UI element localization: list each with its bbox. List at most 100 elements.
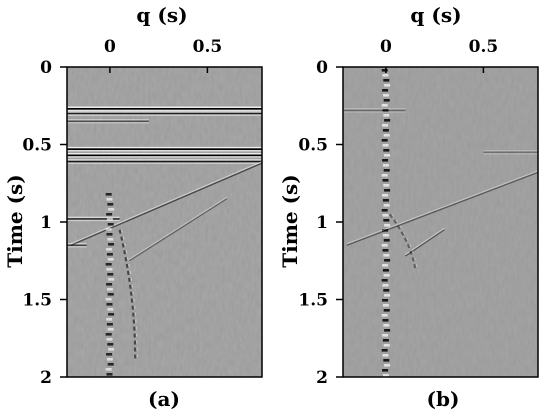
band-wavelet: [107, 343, 114, 346]
y-tick-label: 0.5: [298, 136, 328, 156]
band-wavelet: [107, 238, 114, 241]
band-wavelet: [382, 264, 389, 267]
panel-a: q (s) 0 0.5 00.511.52 Time (s) (a): [3, 3, 263, 411]
noise-texture: [67, 67, 262, 377]
curve-light-lobe: [121, 229, 138, 362]
band-wavelet: [382, 299, 389, 302]
panel-label: (a): [148, 387, 180, 411]
band-wavelet: [105, 228, 112, 231]
band-wavelet: [382, 269, 389, 272]
band-wavelet: [107, 328, 114, 331]
dip-dark-lobe: [346, 171, 539, 246]
x-tick-label: 0.5: [469, 37, 499, 57]
band-wavelet: [107, 308, 114, 311]
band-wavelet: [106, 233, 113, 236]
band-wavelet: [384, 329, 391, 332]
curve-dark-lobe: [388, 213, 417, 269]
y-tick-label: 0: [40, 58, 52, 78]
band-wavelet: [383, 134, 390, 137]
band-wavelet: [383, 219, 390, 222]
band-wavelet: [382, 229, 389, 232]
band-wavelet: [106, 353, 113, 356]
band-wavelet: [106, 303, 113, 306]
band-wavelet: [381, 174, 388, 177]
x-tick-labels: 0 0.5: [104, 37, 222, 57]
band-wavelet: [382, 234, 389, 237]
band-wavelet: [381, 139, 388, 142]
band-wavelet: [384, 294, 391, 297]
band-wavelet: [382, 124, 389, 127]
band-wavelet: [383, 254, 390, 257]
band-wavelet: [382, 319, 389, 322]
band-wavelet: [382, 249, 389, 252]
band-wavelet: [382, 354, 389, 357]
x-tick-labels: 0 0.5: [380, 37, 498, 57]
band-wavelet: [106, 248, 113, 251]
y-tick-label: 1: [40, 213, 52, 233]
y-tick-label: 2: [316, 368, 328, 388]
y-tick-label: 2: [40, 368, 52, 388]
band-wavelet: [381, 314, 388, 317]
band-wavelet: [106, 218, 113, 221]
band-wavelet: [106, 283, 113, 286]
y-tick-label: 1.5: [22, 291, 52, 311]
band-wavelet: [381, 279, 388, 282]
band-wavelet: [382, 284, 389, 287]
x-tick-label: 0: [380, 37, 392, 57]
band-wavelet: [106, 268, 113, 271]
band-wavelet: [105, 333, 112, 336]
band-wavelet: [384, 259, 391, 262]
band-wavelet: [383, 99, 390, 102]
y-axis-title: Time (s): [278, 174, 302, 268]
x-axis-title: q (s): [410, 3, 461, 27]
band-wavelet: [383, 289, 390, 292]
band-wavelet: [381, 69, 388, 72]
dip-dark-lobe: [129, 198, 228, 262]
seismic-events: [67, 106, 263, 376]
y-tick-label: 1: [316, 213, 328, 233]
band-wavelet: [383, 184, 390, 187]
dip-light-lobe: [129, 196, 228, 260]
curve-dark-lobe: [118, 229, 137, 362]
band-wavelet: [382, 334, 389, 337]
band-wavelet: [381, 349, 388, 352]
band-wavelet: [105, 193, 112, 196]
band-wavelet: [106, 288, 113, 291]
band-wavelet: [382, 369, 389, 372]
x-axis-title: q (s): [136, 3, 187, 27]
band-wavelet: [106, 253, 113, 256]
band-wavelet: [106, 358, 113, 361]
axis-ticks: [336, 66, 485, 378]
band-wavelet: [108, 348, 115, 351]
dip-light-lobe: [405, 227, 445, 256]
band-wavelet: [106, 338, 113, 341]
band-wavelet: [382, 214, 389, 217]
band-wavelet: [107, 293, 114, 296]
y-tick-labels: 0 0.5 1 1.5 2: [298, 58, 328, 388]
band-wavelet: [106, 318, 113, 321]
dip-dark-lobe: [70, 162, 263, 246]
band-wavelet: [382, 179, 389, 182]
band-wavelet: [382, 339, 389, 342]
band-wavelet: [107, 273, 114, 276]
band-wavelet: [383, 204, 390, 207]
axis-ticks: [60, 66, 209, 378]
band-wavelet: [383, 114, 390, 117]
band-wavelet: [382, 194, 389, 197]
dip-dark-lobe: [405, 229, 445, 257]
band-wavelet: [384, 84, 391, 87]
y-axis-title: Time (s): [3, 174, 27, 268]
band-wavelet: [382, 304, 389, 307]
band-wavelet: [383, 79, 390, 82]
band-wavelet: [106, 323, 113, 326]
y-tick-label: 0: [316, 58, 328, 78]
band-wavelet: [108, 243, 115, 246]
band-wavelet: [384, 364, 391, 367]
band-wavelet: [382, 74, 389, 77]
band-wavelet: [105, 368, 112, 371]
seismic-events: [343, 69, 539, 377]
band-wavelet: [383, 274, 390, 277]
band-wavelet: [382, 94, 389, 97]
y-tick-label: 1.5: [298, 291, 328, 311]
